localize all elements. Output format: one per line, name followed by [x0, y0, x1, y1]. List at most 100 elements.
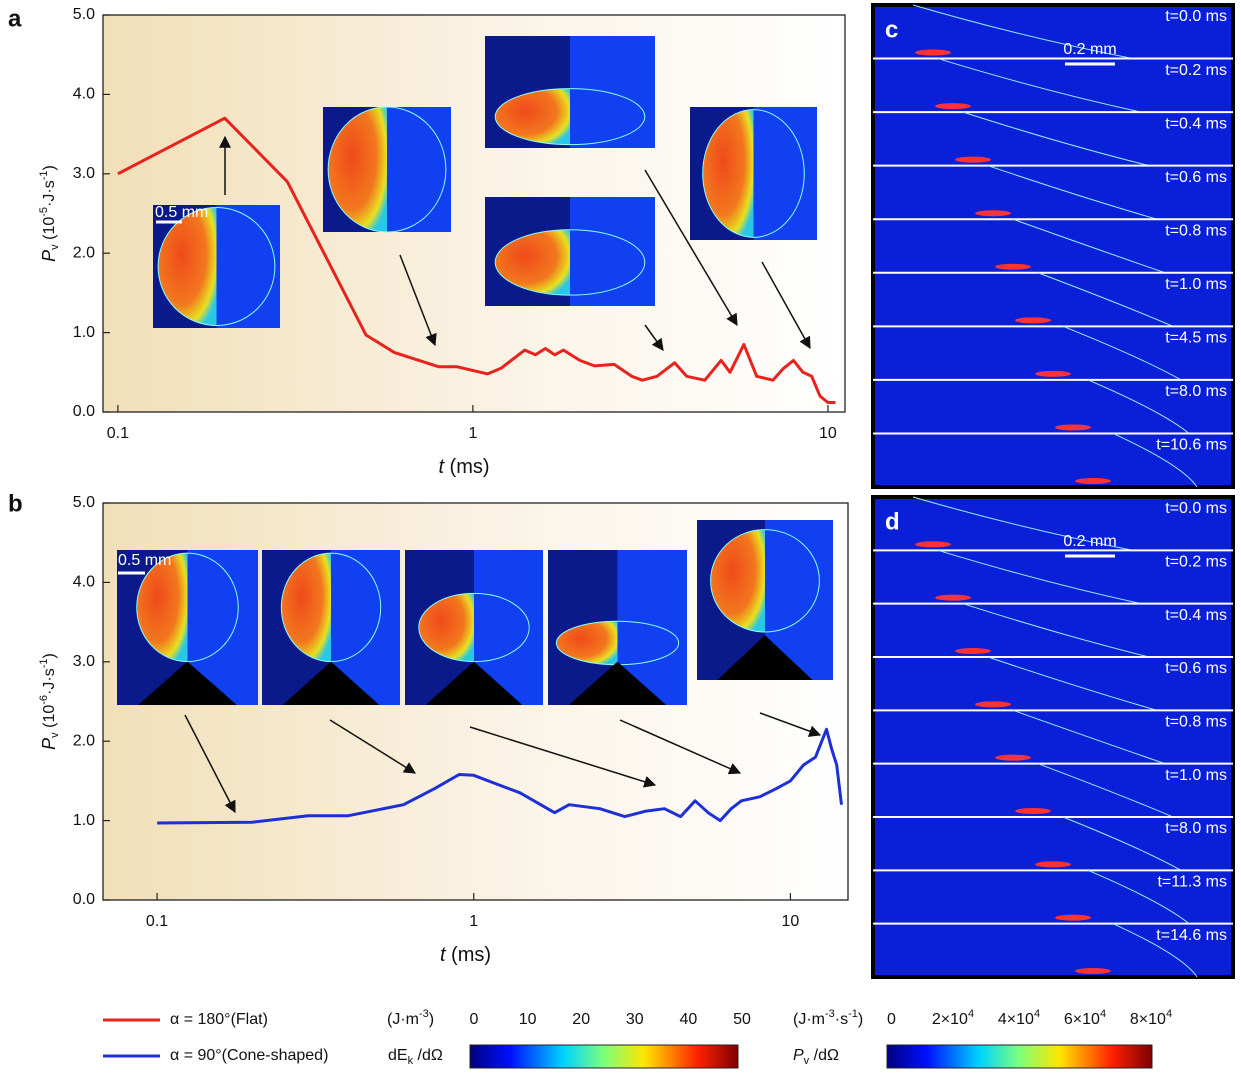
arrow: [619, 719, 742, 775]
time-label: t=0.2 ms: [1165, 554, 1227, 571]
label-part: P: [39, 250, 59, 262]
label-part: (10: [41, 705, 58, 733]
time-label: t=10.6 ms: [1156, 437, 1227, 454]
insets: 0.5 mm: [153, 36, 817, 351]
time-label: t=0.8 ms: [1165, 222, 1227, 239]
interface-curve: [937, 549, 1142, 605]
tick-exp: 4: [1166, 1008, 1172, 1020]
colorbar-label: dEk /dΩ: [388, 1047, 443, 1067]
label-part: (10: [41, 217, 58, 245]
inset-image: [570, 36, 655, 148]
hot-spot: [1055, 424, 1091, 431]
inset-droplet: [710, 529, 765, 632]
interface-curve: [912, 4, 1134, 60]
charts: a0.01.02.03.04.05.00.1 1 10t (ms)Pv (10-5·…: [8, 5, 849, 966]
arrow: [759, 712, 822, 737]
time-label: t=1.0 ms: [1165, 767, 1227, 784]
hot-spot: [975, 701, 1011, 708]
interface-curve: [962, 603, 1150, 658]
tick-base: 4×10: [998, 1011, 1034, 1028]
label-part: (ms): [444, 456, 490, 478]
scale-bar-label: 0.2 mm: [1063, 41, 1116, 58]
colorbar-tick: 30: [626, 1011, 644, 1028]
y-tick-label: 3.0: [73, 165, 95, 182]
y-tick-label: 1.0: [73, 812, 95, 829]
label-part: v: [49, 732, 61, 738]
interface-curve: [962, 111, 1150, 167]
colorbar-tick: 0: [887, 1011, 896, 1028]
interface-curve: [1087, 379, 1190, 434]
time-label: t=1.0 ms: [1165, 276, 1227, 293]
colorbar-tick: 2×104: [932, 1008, 974, 1028]
inset-droplet: [158, 207, 217, 326]
hot-spot: [1055, 914, 1091, 921]
y-tick-label: 0.0: [73, 403, 95, 420]
label-part: -1: [38, 659, 50, 669]
panel-letter: c: [885, 16, 898, 43]
inset-cone: [138, 661, 237, 705]
colorbar-tick: 40: [680, 1011, 698, 1028]
tick-base: 8×10: [1130, 1011, 1166, 1028]
interface-curve: [1062, 325, 1182, 381]
time-label: t=0.4 ms: [1165, 115, 1227, 132]
time-label: t=8.0 ms: [1165, 383, 1227, 400]
label-part: v: [49, 244, 61, 250]
y-tick-label: 4.0: [73, 574, 95, 591]
colorbar-unit: (J·m-3): [387, 1008, 434, 1028]
inset-image: [387, 107, 451, 232]
interface-curve: [912, 496, 1134, 551]
time-label: t=8.0 ms: [1165, 820, 1227, 837]
x-tick-label: 1: [469, 913, 478, 930]
time-label: t=0.6 ms: [1165, 660, 1227, 677]
arrow: [644, 324, 664, 351]
hot-spot: [1035, 370, 1071, 377]
time-label: t=0.4 ms: [1165, 607, 1227, 624]
panel-letter: b: [8, 490, 23, 517]
data-line: [117, 116, 836, 404]
colorbar-label: Pv /dΩ: [793, 1047, 839, 1067]
colorbar-tick: 0: [470, 1011, 479, 1028]
time-label: t=11.3 ms: [1157, 874, 1227, 891]
scale-bar-label: 0.5 mm: [155, 204, 208, 221]
interface-curve: [1037, 763, 1174, 818]
inset-cone: [282, 661, 380, 705]
y-tick-label: 2.0: [73, 244, 95, 261]
hot-spot: [1015, 317, 1051, 324]
interface-curve: [1112, 432, 1198, 488]
hot-spot: [995, 263, 1031, 270]
inset-cone: [425, 661, 523, 705]
colorbar-unit: (J·m-3·s-1): [793, 1008, 863, 1028]
panel-letter: a: [8, 5, 22, 32]
inset-droplet: [418, 593, 474, 662]
time-label: t=0.2 ms: [1165, 62, 1227, 79]
hot-spot: [915, 541, 951, 548]
inset-cone: [717, 635, 813, 680]
tick-exp: 4: [1034, 1008, 1040, 1020]
hot-spot: [955, 156, 991, 163]
inset-outline: [710, 529, 820, 633]
tick-base: 0: [887, 1011, 896, 1028]
x-axis-label: t (ms): [440, 944, 491, 966]
label-part: (ms): [446, 944, 492, 966]
hot-spot: [995, 754, 1031, 761]
x-tick-label: 1: [468, 425, 477, 442]
inset-cone: [568, 661, 667, 705]
y-axis-label: Pv (10-5·J·s-1): [38, 165, 61, 262]
y-axis-label: Pv (10-6·J·s-1): [38, 653, 61, 750]
colorbar: [886, 1044, 1153, 1069]
scale-bar-label: 0.5 mm: [118, 552, 171, 569]
tick-base: 6×10: [1064, 1011, 1100, 1028]
insets: 0.5 mm: [117, 520, 833, 814]
label-part: -5: [38, 207, 50, 217]
x-tick-label: 0.1: [146, 913, 168, 930]
inset-droplet: [556, 621, 618, 665]
hot-spot: [975, 210, 1011, 217]
simulation-frame: [871, 3, 1235, 489]
y-tick-label: 4.0: [73, 86, 95, 103]
arrow: [399, 254, 437, 347]
time-label: t=14.6 ms: [1156, 927, 1227, 944]
label-part: ·J·s: [41, 668, 58, 695]
colorbar-tick: 50: [733, 1011, 751, 1028]
y-tick-label: 5.0: [73, 6, 95, 23]
